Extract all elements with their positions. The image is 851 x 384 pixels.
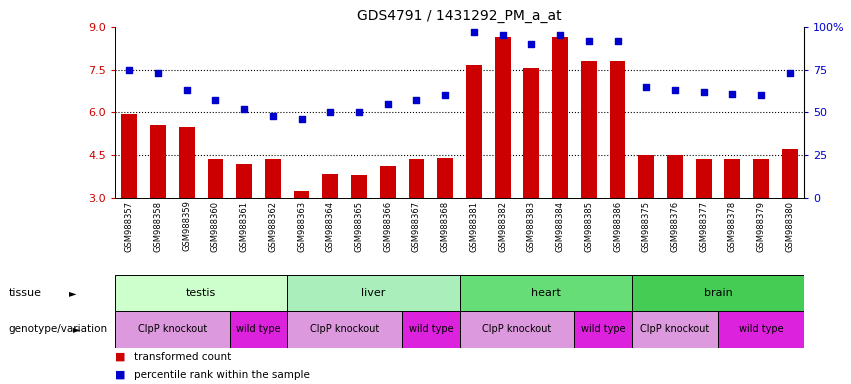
Bar <box>265 159 281 198</box>
Point <box>180 87 193 93</box>
Point <box>123 66 136 73</box>
Bar <box>323 174 338 198</box>
Point <box>294 116 308 122</box>
Point <box>524 41 538 47</box>
Point <box>553 32 567 38</box>
Bar <box>150 125 166 198</box>
Bar <box>287 275 460 311</box>
Bar <box>574 311 631 348</box>
Bar <box>115 311 230 348</box>
Bar <box>208 159 223 198</box>
Bar <box>696 159 711 198</box>
Point <box>208 97 222 103</box>
Bar <box>753 159 769 198</box>
Text: heart: heart <box>531 288 561 298</box>
Bar <box>581 61 597 198</box>
Point <box>381 101 395 107</box>
Text: wild type: wild type <box>408 324 453 334</box>
Bar <box>609 61 625 198</box>
Bar <box>122 114 137 198</box>
Point <box>496 32 510 38</box>
Bar <box>638 155 654 198</box>
Text: ClpP knockout: ClpP knockout <box>640 324 710 334</box>
Text: ■: ■ <box>115 352 125 362</box>
Text: wild type: wild type <box>739 324 784 334</box>
Point <box>726 91 740 97</box>
Point <box>467 29 481 35</box>
Bar <box>631 275 804 311</box>
Text: brain: brain <box>704 288 733 298</box>
Bar <box>179 127 195 198</box>
Text: ►: ► <box>69 288 76 298</box>
Text: wild type: wild type <box>237 324 281 334</box>
Bar <box>230 311 287 348</box>
Point <box>783 70 797 76</box>
Text: percentile rank within the sample: percentile rank within the sample <box>134 370 310 380</box>
Point <box>409 97 423 103</box>
Point <box>352 109 366 115</box>
Bar <box>667 155 683 198</box>
Bar <box>724 159 740 198</box>
Point <box>668 87 682 93</box>
Bar <box>237 164 252 198</box>
Point <box>266 113 280 119</box>
Bar <box>631 311 718 348</box>
Point <box>639 84 653 90</box>
Bar <box>408 159 425 198</box>
Bar <box>437 158 453 198</box>
Point <box>582 38 596 44</box>
Point <box>438 92 452 98</box>
Point <box>323 109 337 115</box>
Bar <box>466 65 482 198</box>
Bar <box>294 190 310 198</box>
Bar <box>287 311 402 348</box>
Text: ClpP knockout: ClpP knockout <box>310 324 380 334</box>
Text: ►: ► <box>73 324 80 334</box>
Bar <box>494 37 511 198</box>
Text: transformed count: transformed count <box>134 352 231 362</box>
Point <box>611 38 625 44</box>
Bar <box>782 149 797 198</box>
Point <box>697 89 711 95</box>
Bar <box>523 68 540 198</box>
Text: ■: ■ <box>115 370 125 380</box>
Bar <box>115 275 287 311</box>
Bar <box>460 275 631 311</box>
Text: ClpP knockout: ClpP knockout <box>483 324 551 334</box>
Title: GDS4791 / 1431292_PM_a_at: GDS4791 / 1431292_PM_a_at <box>357 9 562 23</box>
Text: testis: testis <box>186 288 216 298</box>
Bar <box>380 166 396 198</box>
Bar <box>552 37 568 198</box>
Point <box>237 106 251 112</box>
Text: genotype/variation: genotype/variation <box>9 324 107 334</box>
Text: wild type: wild type <box>581 324 625 334</box>
Bar <box>351 175 367 198</box>
Bar <box>402 311 460 348</box>
Text: liver: liver <box>361 288 386 298</box>
Point <box>151 70 165 76</box>
Point <box>754 92 768 98</box>
Text: ClpP knockout: ClpP knockout <box>138 324 207 334</box>
Bar <box>460 311 574 348</box>
Text: tissue: tissue <box>9 288 42 298</box>
Bar <box>718 311 804 348</box>
